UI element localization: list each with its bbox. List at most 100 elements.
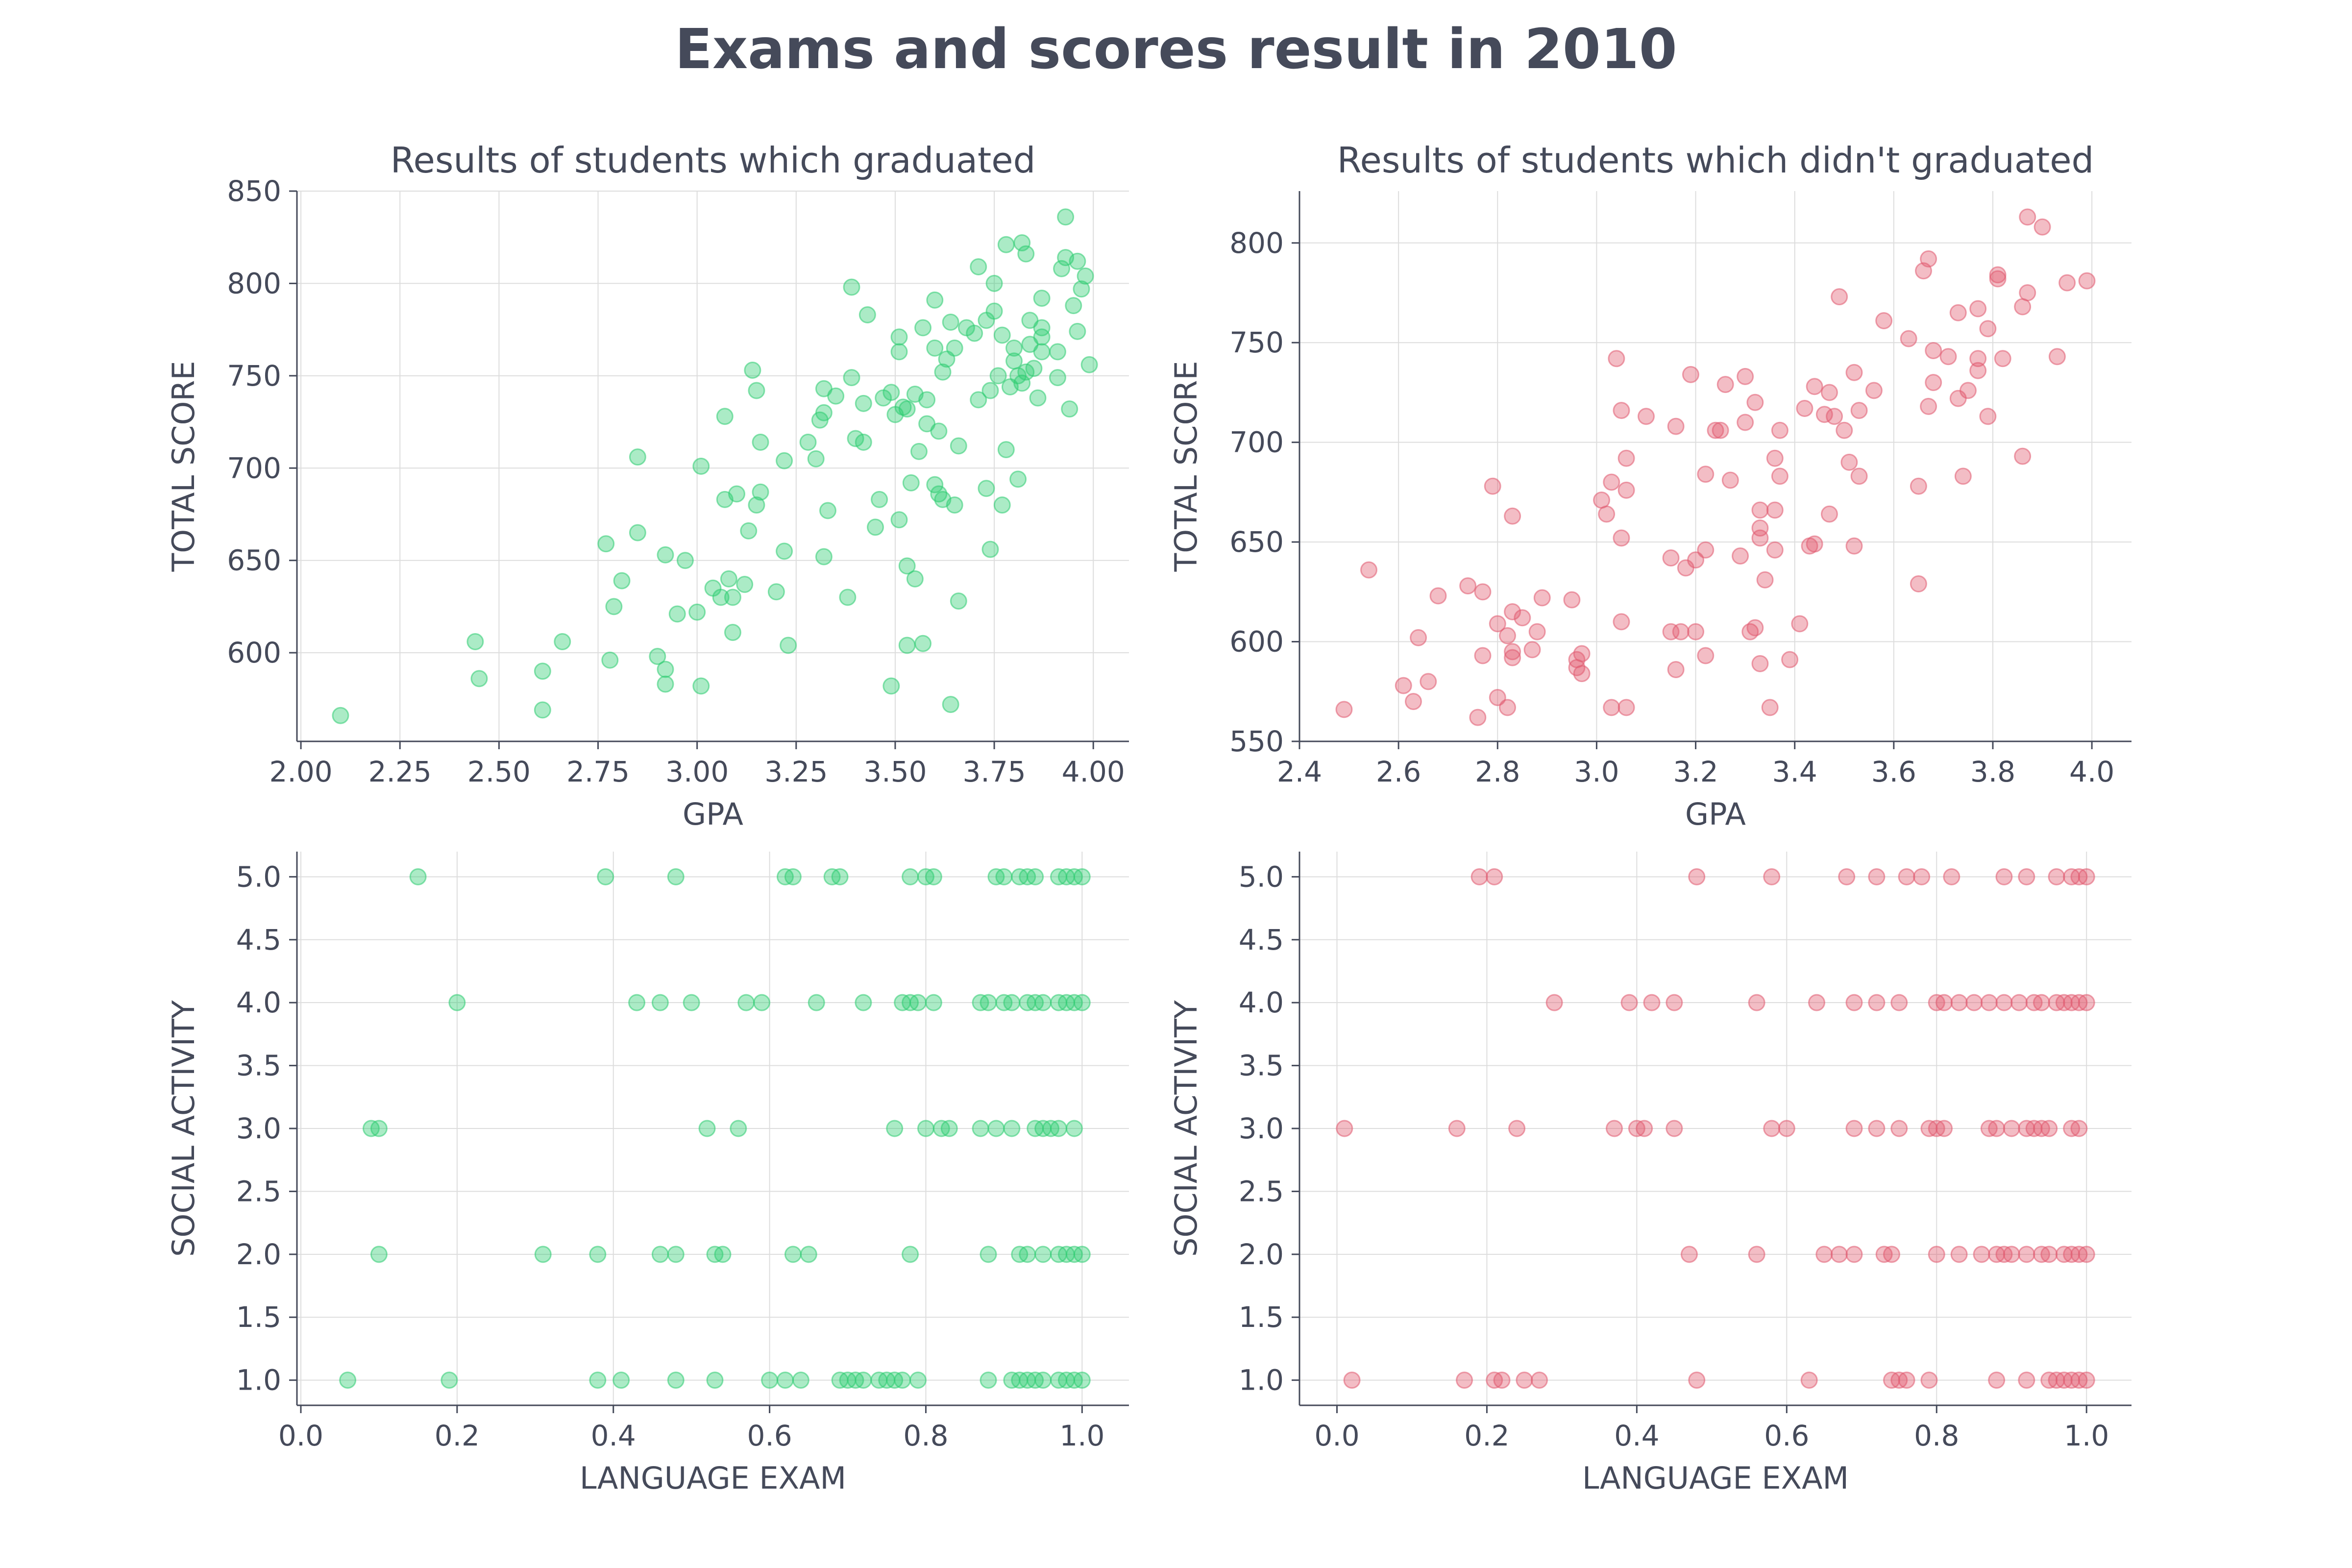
x-tick-label: 3.25 bbox=[764, 755, 828, 788]
data-point bbox=[1050, 1120, 1068, 1137]
data-point bbox=[2003, 1120, 2020, 1137]
y-tick-label: 2.0 bbox=[1239, 1238, 1284, 1271]
data-point bbox=[1865, 382, 1883, 399]
data-point bbox=[940, 1120, 958, 1137]
data-point bbox=[1531, 1372, 1548, 1389]
y-tick-label: 700 bbox=[1229, 426, 1284, 459]
data-point bbox=[470, 670, 488, 687]
data-point bbox=[1840, 453, 1858, 471]
x-axis-label: LANGUAGE EXAM bbox=[1582, 1460, 1849, 1496]
data-point bbox=[1605, 1120, 1623, 1137]
y-tick-label: 600 bbox=[1229, 625, 1284, 659]
data-point bbox=[1049, 343, 1066, 361]
y-axis-label: SOCIAL ACTIVITY bbox=[1168, 1000, 1204, 1257]
data-point bbox=[1360, 561, 1377, 579]
data-point bbox=[628, 994, 646, 1011]
x-tick-label: 0.4 bbox=[1614, 1419, 1659, 1452]
x-tick-label: 1.0 bbox=[2064, 1419, 2109, 1452]
data-point bbox=[985, 274, 1003, 292]
data-point bbox=[1826, 408, 1843, 425]
x-tick-label: 0.0 bbox=[1314, 1419, 1359, 1452]
data-point bbox=[890, 343, 908, 361]
y-tick-label: 1.5 bbox=[236, 1300, 281, 1334]
data-point bbox=[667, 1372, 685, 1389]
data-point bbox=[1682, 366, 1699, 383]
data-point bbox=[831, 868, 849, 885]
data-point bbox=[2033, 994, 2050, 1011]
data-point bbox=[1666, 994, 1683, 1011]
data-point bbox=[1721, 471, 1739, 489]
data-point bbox=[740, 522, 758, 539]
data-point bbox=[720, 570, 737, 588]
data-point bbox=[910, 442, 928, 460]
data-point bbox=[1499, 627, 1516, 644]
data-point bbox=[1763, 1120, 1781, 1137]
data-point bbox=[1573, 665, 1591, 683]
data-point bbox=[1830, 1246, 1848, 1263]
data-point bbox=[2040, 1120, 2058, 1137]
data-point bbox=[2070, 1120, 2088, 1137]
data-point bbox=[1815, 1246, 1833, 1263]
data-point bbox=[858, 306, 876, 323]
data-point bbox=[1831, 288, 1848, 306]
data-point bbox=[534, 1246, 552, 1263]
data-point bbox=[730, 1120, 747, 1137]
y-tick-label: 700 bbox=[227, 451, 281, 485]
x-tick-label: 3.75 bbox=[963, 755, 1026, 788]
data-point bbox=[1980, 994, 1998, 1011]
data-point bbox=[651, 994, 669, 1011]
data-point bbox=[657, 675, 674, 693]
data-point bbox=[1033, 290, 1051, 307]
data-point bbox=[676, 552, 694, 569]
y-tick-label: 800 bbox=[227, 267, 281, 300]
data-point bbox=[1751, 501, 1769, 519]
data-point bbox=[926, 339, 944, 357]
data-point bbox=[1868, 868, 1886, 885]
data-point bbox=[898, 400, 916, 418]
y-tick-label: 1.0 bbox=[1239, 1364, 1284, 1397]
data-point bbox=[776, 542, 793, 560]
data-point bbox=[1489, 615, 1506, 633]
data-point bbox=[1504, 507, 1521, 525]
data-point bbox=[712, 588, 730, 606]
data-point bbox=[1335, 701, 1353, 718]
data-point bbox=[1845, 537, 1863, 555]
data-point bbox=[1898, 868, 1915, 885]
data-point bbox=[890, 511, 908, 529]
data-point bbox=[629, 448, 646, 466]
data-point bbox=[1687, 623, 1705, 640]
data-point bbox=[1003, 994, 1021, 1011]
y-tick-label: 3.5 bbox=[1239, 1049, 1284, 1082]
data-point bbox=[1850, 467, 1868, 485]
x-tick-label: 2.75 bbox=[566, 755, 630, 788]
data-point bbox=[1716, 376, 1734, 393]
data-point bbox=[1936, 994, 1953, 1011]
data-point bbox=[2019, 284, 2036, 302]
data-point bbox=[1662, 549, 1680, 567]
data-point bbox=[1073, 1372, 1091, 1389]
data-point bbox=[1528, 623, 1546, 640]
data-point bbox=[926, 291, 944, 309]
data-point bbox=[1533, 589, 1551, 607]
y-tick-label: 4.0 bbox=[1239, 986, 1284, 1019]
data-point bbox=[753, 994, 771, 1011]
y-tick-label: 750 bbox=[227, 359, 281, 392]
data-point bbox=[1073, 868, 1091, 885]
data-point bbox=[409, 868, 427, 885]
data-point bbox=[1034, 994, 1052, 1011]
data-point bbox=[871, 490, 888, 508]
data-point bbox=[800, 1246, 817, 1263]
data-point bbox=[942, 696, 959, 713]
data-point bbox=[776, 452, 793, 469]
data-point bbox=[1608, 350, 1625, 368]
data-point bbox=[748, 382, 765, 399]
y-axis-label: SOCIAL ACTIVITY bbox=[166, 1000, 201, 1257]
x-axis-label: GPA bbox=[1685, 796, 1746, 832]
data-point bbox=[1470, 868, 1488, 885]
data-point bbox=[1005, 339, 1023, 357]
data-point bbox=[1573, 645, 1591, 662]
data-point bbox=[1499, 699, 1516, 716]
data-point bbox=[1504, 649, 1521, 666]
data-point bbox=[1936, 1120, 1953, 1137]
data-point bbox=[1073, 1246, 1091, 1263]
